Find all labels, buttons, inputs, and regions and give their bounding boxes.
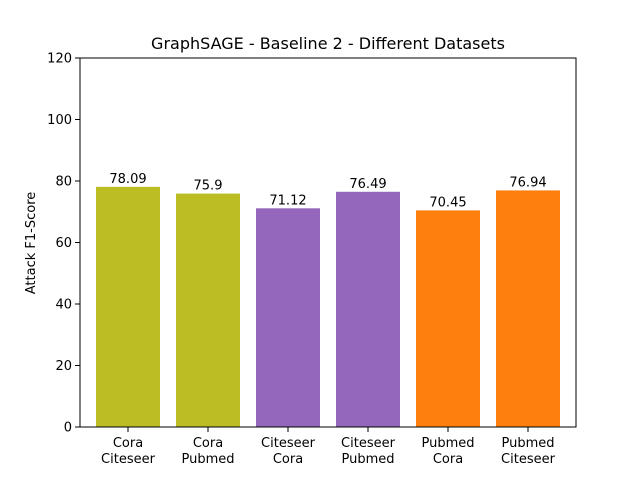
bar	[416, 210, 480, 427]
x-axis: CoraCiteseerCoraPubmedCiteseerCoraCitese…	[101, 427, 556, 467]
x-tick-label: Citeseer	[341, 436, 396, 451]
data-label: 75.9	[194, 179, 223, 194]
x-tick-label: Cora	[273, 452, 303, 467]
x-tick-label: Pubmed	[501, 436, 554, 451]
bar	[256, 208, 320, 427]
bars-group: 78.09 75.9 71.12 76.49 70.45 76.94	[96, 172, 560, 427]
data-label: 71.12	[269, 193, 306, 208]
x-tick-label: Cora	[433, 452, 463, 467]
y-tick-label: 40	[55, 298, 72, 313]
data-label: 78.09	[109, 172, 146, 187]
bar	[96, 186, 160, 427]
y-axis-label: Attack F1-Score	[24, 192, 39, 294]
y-tick-label: 60	[55, 236, 72, 251]
x-tick-label: Citeseer	[501, 452, 556, 467]
x-tick-label: Pubmed	[181, 452, 234, 467]
x-tick-label: Citeseer	[101, 452, 156, 467]
x-tick-label: Pubmed	[341, 452, 394, 467]
bar	[336, 191, 400, 427]
y-tick-label: 80	[55, 175, 72, 190]
data-label: 76.49	[349, 177, 386, 192]
data-label: 70.45	[429, 195, 466, 210]
bar	[176, 193, 240, 427]
x-tick-label: Cora	[193, 436, 223, 451]
data-label: 76.94	[509, 175, 546, 190]
y-tick-label: 20	[55, 359, 72, 374]
y-tick-label: 120	[47, 52, 72, 67]
y-tick-label: 100	[47, 113, 72, 128]
chart-title: GraphSAGE - Baseline 2 - Different Datas…	[151, 34, 505, 53]
plot-frame	[79, 57, 577, 428]
y-tick-label: 0	[64, 421, 72, 436]
x-tick-label: Citeseer	[261, 436, 316, 451]
x-tick-label: Pubmed	[421, 436, 474, 451]
bar	[496, 190, 560, 427]
x-tick-label: Cora	[113, 436, 143, 451]
y-axis: 0 20 40 60 80 100 120	[47, 52, 80, 436]
